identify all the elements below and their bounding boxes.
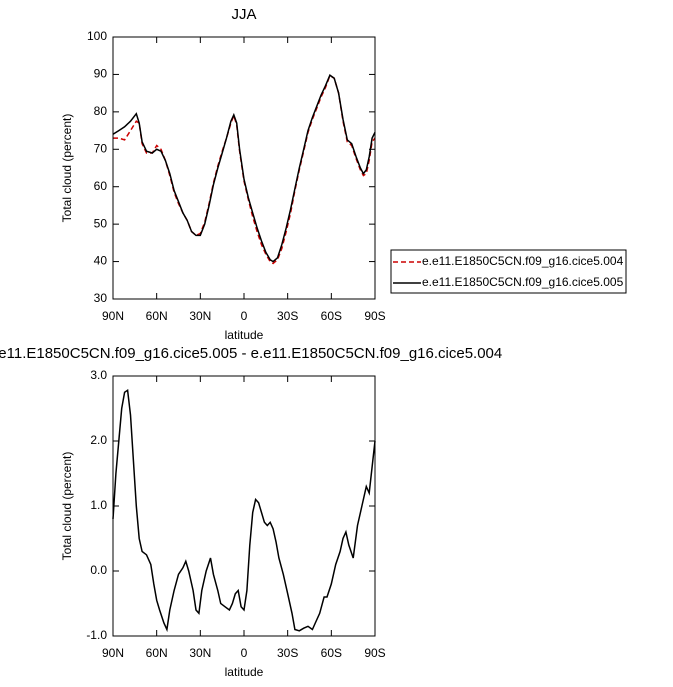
x-tick-label: 30N	[189, 309, 211, 323]
y-tick-label: 40	[94, 254, 108, 268]
y-tick-label: 2.0	[90, 433, 107, 447]
plot-frame	[112, 36, 376, 300]
data-line	[113, 74, 376, 265]
y-tick-label: 80	[94, 104, 108, 118]
x-tick-label: 60S	[321, 309, 342, 323]
x-tick-label: 30S	[277, 646, 298, 660]
x-tick-label: 90S	[364, 309, 385, 323]
y-tick-label: 60	[94, 179, 108, 193]
x-axis-label: latitude	[225, 328, 264, 342]
x-tick-label: 60N	[146, 646, 168, 660]
x-axis-label: latitude	[225, 665, 264, 679]
x-tick-label: 60S	[321, 646, 342, 660]
y-tick-label: 3.0	[90, 368, 107, 382]
chart-title: JJA	[231, 6, 256, 23]
y-axis-label: Total cloud (percent)	[60, 114, 74, 223]
legend-label: e.e11.E1850C5CN.f09_g16.cice5.005	[422, 275, 624, 289]
x-tick-label: 30S	[277, 309, 298, 323]
x-tick-label: 60N	[146, 309, 168, 323]
plot-frame	[112, 375, 376, 637]
y-tick-label: 50	[94, 216, 108, 230]
y-tick-label: 90	[94, 67, 108, 81]
x-tick-label: 90N	[102, 646, 124, 660]
y-tick-label: 30	[94, 291, 108, 305]
y-tick-label: 1.0	[90, 498, 107, 512]
data-line	[112, 74, 376, 263]
y-tick-label: 100	[87, 29, 107, 43]
y-tick-label: 70	[94, 141, 108, 155]
data-line	[112, 388, 376, 633]
legend-box	[390, 249, 627, 294]
x-tick-label: 90S	[364, 646, 385, 660]
x-tick-label: 90N	[102, 309, 124, 323]
y-tick-label: 0.0	[90, 563, 107, 577]
y-axis-label: Total cloud (percent)	[60, 452, 74, 561]
legend-label: e.e11.E1850C5CN.f09_g16.cice5.004	[422, 254, 624, 268]
x-tick-label: 0	[241, 309, 248, 323]
y-tick-label: -1.0	[86, 628, 107, 642]
x-tick-label: 30N	[189, 646, 211, 660]
chart-title: e.e11.E1850C5CN.f09_g16.cice5.005 - e.e1…	[0, 345, 502, 362]
x-tick-label: 0	[241, 646, 248, 660]
